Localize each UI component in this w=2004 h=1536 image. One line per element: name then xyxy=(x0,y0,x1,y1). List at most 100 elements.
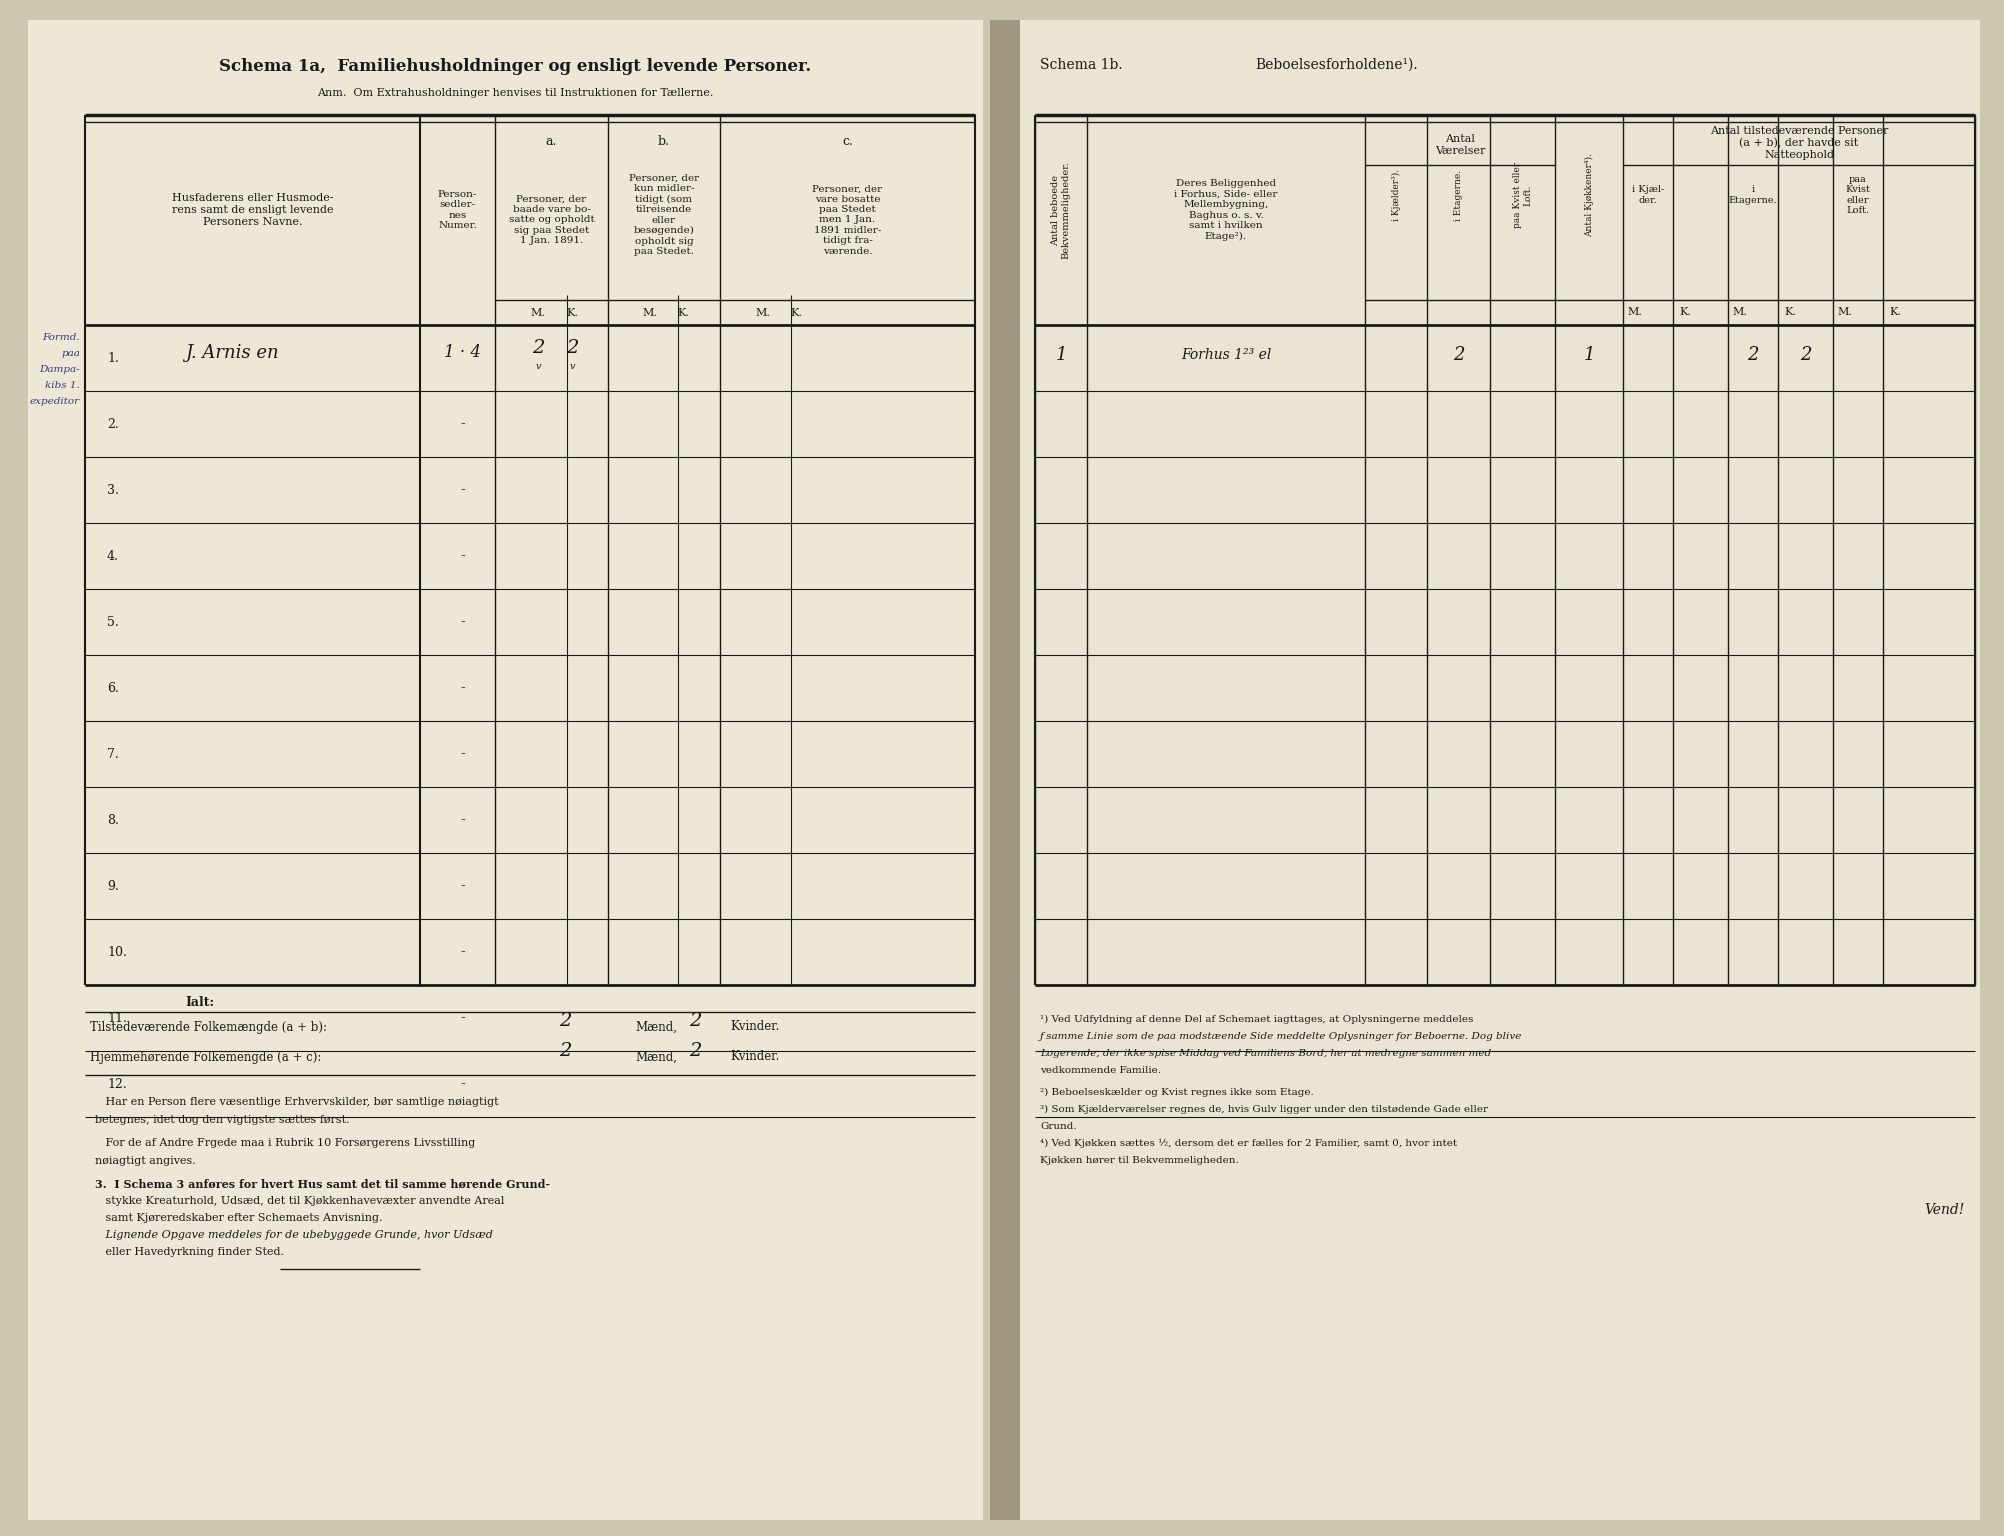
Text: Hjemmehørende Folkemengde (a + c):: Hjemmehørende Folkemengde (a + c): xyxy=(90,1051,321,1063)
Text: 1: 1 xyxy=(1056,346,1066,364)
Text: K.: K. xyxy=(677,309,689,318)
Text: ⁴) Ved Kjøkken sættes ½, dersom det er fælles for 2 Familier, samt 0, hvor intet: ⁴) Ved Kjøkken sættes ½, dersom det er f… xyxy=(1040,1140,1457,1149)
Text: K.: K. xyxy=(1890,307,1902,316)
Text: J. Arnis en: J. Arnis en xyxy=(184,344,279,361)
Text: 2.: 2. xyxy=(106,418,118,430)
Text: b.: b. xyxy=(657,135,669,147)
Text: -: - xyxy=(461,482,465,498)
Text: 1: 1 xyxy=(1583,346,1595,364)
Text: K.: K. xyxy=(1679,307,1691,316)
Text: ³) Som Kjælderværelser regnes de, hvis Gulv ligger under den tilstødende Gade el: ³) Som Kjælderværelser regnes de, hvis G… xyxy=(1040,1104,1489,1114)
Text: paa Kvist eller
Loft.: paa Kvist eller Loft. xyxy=(1513,161,1533,227)
Text: ƒ samme Linie som de paa modstæende Side meddelte Oplysninger for Beboerne. Dog : ƒ samme Linie som de paa modstæende Side… xyxy=(1040,1032,1523,1041)
Text: -: - xyxy=(461,680,465,694)
Text: -: - xyxy=(461,548,465,564)
Text: a.: a. xyxy=(545,135,557,147)
Text: -: - xyxy=(461,614,465,630)
Text: M.: M. xyxy=(1627,307,1643,316)
Text: Beboelsesforholdene¹).: Beboelsesforholdene¹). xyxy=(1255,58,1417,72)
Text: i Kjælder³).: i Kjælder³). xyxy=(1391,169,1401,221)
Text: stykke Kreaturhold, Udsæd, det til Kjøkkenhavevæxter anvendte Areal: stykke Kreaturhold, Udsæd, det til Kjøkk… xyxy=(94,1197,505,1206)
Text: v: v xyxy=(535,362,541,372)
Text: M.: M. xyxy=(531,309,545,318)
Bar xyxy=(1020,20,1980,1521)
Text: Mænd,: Mænd, xyxy=(635,1051,677,1063)
Text: Antal beboede
Bekvemmeligheder.: Antal beboede Bekvemmeligheder. xyxy=(1052,161,1070,260)
Text: 3.  I Schema 3 anføres for hvert Hus samt det til samme hørende Grund-: 3. I Schema 3 anføres for hvert Hus samt… xyxy=(94,1180,551,1190)
Text: 2: 2 xyxy=(531,339,545,356)
Text: Schema 1a,  Familiehusholdninger og ensligt levende Personer.: Schema 1a, Familiehusholdninger og ensli… xyxy=(218,58,812,75)
Text: Vend!: Vend! xyxy=(1924,1203,1966,1217)
Text: -: - xyxy=(461,416,465,432)
Text: 10.: 10. xyxy=(106,946,126,958)
Text: 2: 2 xyxy=(1747,346,1760,364)
Text: -: - xyxy=(461,945,465,958)
Text: 7.: 7. xyxy=(106,748,118,760)
Text: expeditor: expeditor xyxy=(30,396,80,406)
Text: 2: 2 xyxy=(1453,346,1465,364)
Bar xyxy=(990,20,1020,1521)
Text: Kvinder.: Kvinder. xyxy=(729,1020,780,1034)
Text: Tilstedeværende Folkemængde (a + b):: Tilstedeværende Folkemængde (a + b): xyxy=(90,1020,327,1034)
Text: M.: M. xyxy=(1838,307,1852,316)
Text: Formd.: Formd. xyxy=(42,333,80,343)
Text: Logerende, der ikke spise Middag ved Familiens Bord, her at medregne sammen med: Logerende, der ikke spise Middag ved Fam… xyxy=(1040,1049,1491,1058)
Text: Ialt:: Ialt: xyxy=(186,995,214,1009)
Text: i Kjæl-
der.: i Kjæl- der. xyxy=(1631,186,1663,204)
Text: Grund.: Grund. xyxy=(1040,1121,1076,1130)
Text: c.: c. xyxy=(842,135,854,147)
Text: Kjøkken hører til Bekvemmeligheden.: Kjøkken hører til Bekvemmeligheden. xyxy=(1040,1157,1238,1164)
Text: v: v xyxy=(569,362,575,372)
Text: Antal
Værelser: Antal Værelser xyxy=(1435,134,1485,155)
Text: vedkommende Familie.: vedkommende Familie. xyxy=(1040,1066,1160,1075)
Text: Mænd,: Mænd, xyxy=(635,1020,677,1034)
Text: 2: 2 xyxy=(559,1041,571,1060)
Text: 12.: 12. xyxy=(106,1077,126,1091)
Text: M.: M. xyxy=(1733,307,1747,316)
Text: Personer, der
vare bosatte
paa Stedet
men 1 Jan.
1891 midler-
tidigt fra-
værend: Personer, der vare bosatte paa Stedet me… xyxy=(812,184,882,255)
Text: 3.: 3. xyxy=(106,484,118,496)
Text: -: - xyxy=(461,879,465,892)
Text: i
Etagerne.: i Etagerne. xyxy=(1729,186,1778,204)
Text: samt Kjøreredskaber efter Schemaets Anvisning.: samt Kjøreredskaber efter Schemaets Anvi… xyxy=(94,1213,383,1223)
Text: 1 · 4: 1 · 4 xyxy=(445,344,481,361)
Text: eller Havedyrkning finder Sted.: eller Havedyrkning finder Sted. xyxy=(94,1247,285,1256)
Text: 6.: 6. xyxy=(106,682,118,694)
Text: ¹) Ved Udfyldning af denne Del af Schemaet iagttages, at Oplysningerne meddeles: ¹) Ved Udfyldning af denne Del af Schema… xyxy=(1040,1015,1473,1025)
Text: paa: paa xyxy=(62,349,80,358)
Text: betegnes, idet dog den vigtigste sættes først.: betegnes, idet dog den vigtigste sættes … xyxy=(94,1115,349,1124)
Text: M.: M. xyxy=(756,309,770,318)
Text: paa
Kvist
eller
Loft.: paa Kvist eller Loft. xyxy=(1846,175,1870,215)
Text: Kvinder.: Kvinder. xyxy=(729,1051,780,1063)
Bar xyxy=(28,20,984,1521)
Text: K.: K. xyxy=(565,309,577,318)
Text: 2: 2 xyxy=(689,1012,701,1031)
Text: i Etagerne.: i Etagerne. xyxy=(1455,169,1463,221)
Text: Personer, der
kun midler-
tidigt (som
tilreisende
eller
besøgende)
opholdt sig
p: Personer, der kun midler- tidigt (som ti… xyxy=(629,174,699,257)
Text: Deres Beliggenhed
i Forhus, Side- eller
Mellembygning,
Baghus o. s. v.
samt i hv: Deres Beliggenhed i Forhus, Side- eller … xyxy=(1174,180,1279,241)
Text: Schema 1b.: Schema 1b. xyxy=(1040,58,1122,72)
Text: M.: M. xyxy=(643,309,657,318)
Text: Antal Kjøkkener⁴).: Antal Kjøkkener⁴). xyxy=(1585,154,1593,237)
Text: 8.: 8. xyxy=(106,814,118,826)
Text: -: - xyxy=(461,813,465,826)
Text: Husfaderens eller Husmode-
rens samt de ensligt levende
Personers Navne.: Husfaderens eller Husmode- rens samt de … xyxy=(172,194,333,227)
Text: 11.: 11. xyxy=(106,1012,126,1025)
Text: -: - xyxy=(461,746,465,760)
Text: kibs 1.: kibs 1. xyxy=(46,381,80,390)
Text: Antal tilstedeværende Personer
(a + b), der havde sit
Natteophold: Antal tilstedeværende Personer (a + b), … xyxy=(1709,126,1888,160)
Text: For de af Andre F⁠⁠rgede maa i Rubrik 10 Forsørgerens Livsstilling: For de af Andre F⁠⁠rgede maa i Rubrik 10… xyxy=(94,1138,475,1147)
Text: 5.: 5. xyxy=(106,616,118,628)
Text: 2: 2 xyxy=(559,1012,571,1031)
Text: Personer, der
baade vare bo-
satte og opholdt
sig paa Stedet
1 Jan. 1891.: Personer, der baade vare bo- satte og op… xyxy=(509,195,595,246)
Text: Anm.  Om Extrahusholdninger henvises til Instruktionen for Tællerne.: Anm. Om Extrahusholdninger henvises til … xyxy=(317,88,713,98)
Text: Person-
sedler-
nes
Numer.: Person- sedler- nes Numer. xyxy=(437,190,477,230)
Text: 2: 2 xyxy=(1800,346,1812,364)
Text: -: - xyxy=(461,1011,465,1025)
Text: 2: 2 xyxy=(565,339,579,356)
Text: ²) Beboelseskælder og Kvist regnes ikke som Etage.: ²) Beboelseskælder og Kvist regnes ikke … xyxy=(1040,1087,1315,1097)
Text: 4.: 4. xyxy=(106,550,118,562)
Text: K.: K. xyxy=(790,309,802,318)
Text: -: - xyxy=(461,1077,465,1091)
Text: 2: 2 xyxy=(689,1041,701,1060)
